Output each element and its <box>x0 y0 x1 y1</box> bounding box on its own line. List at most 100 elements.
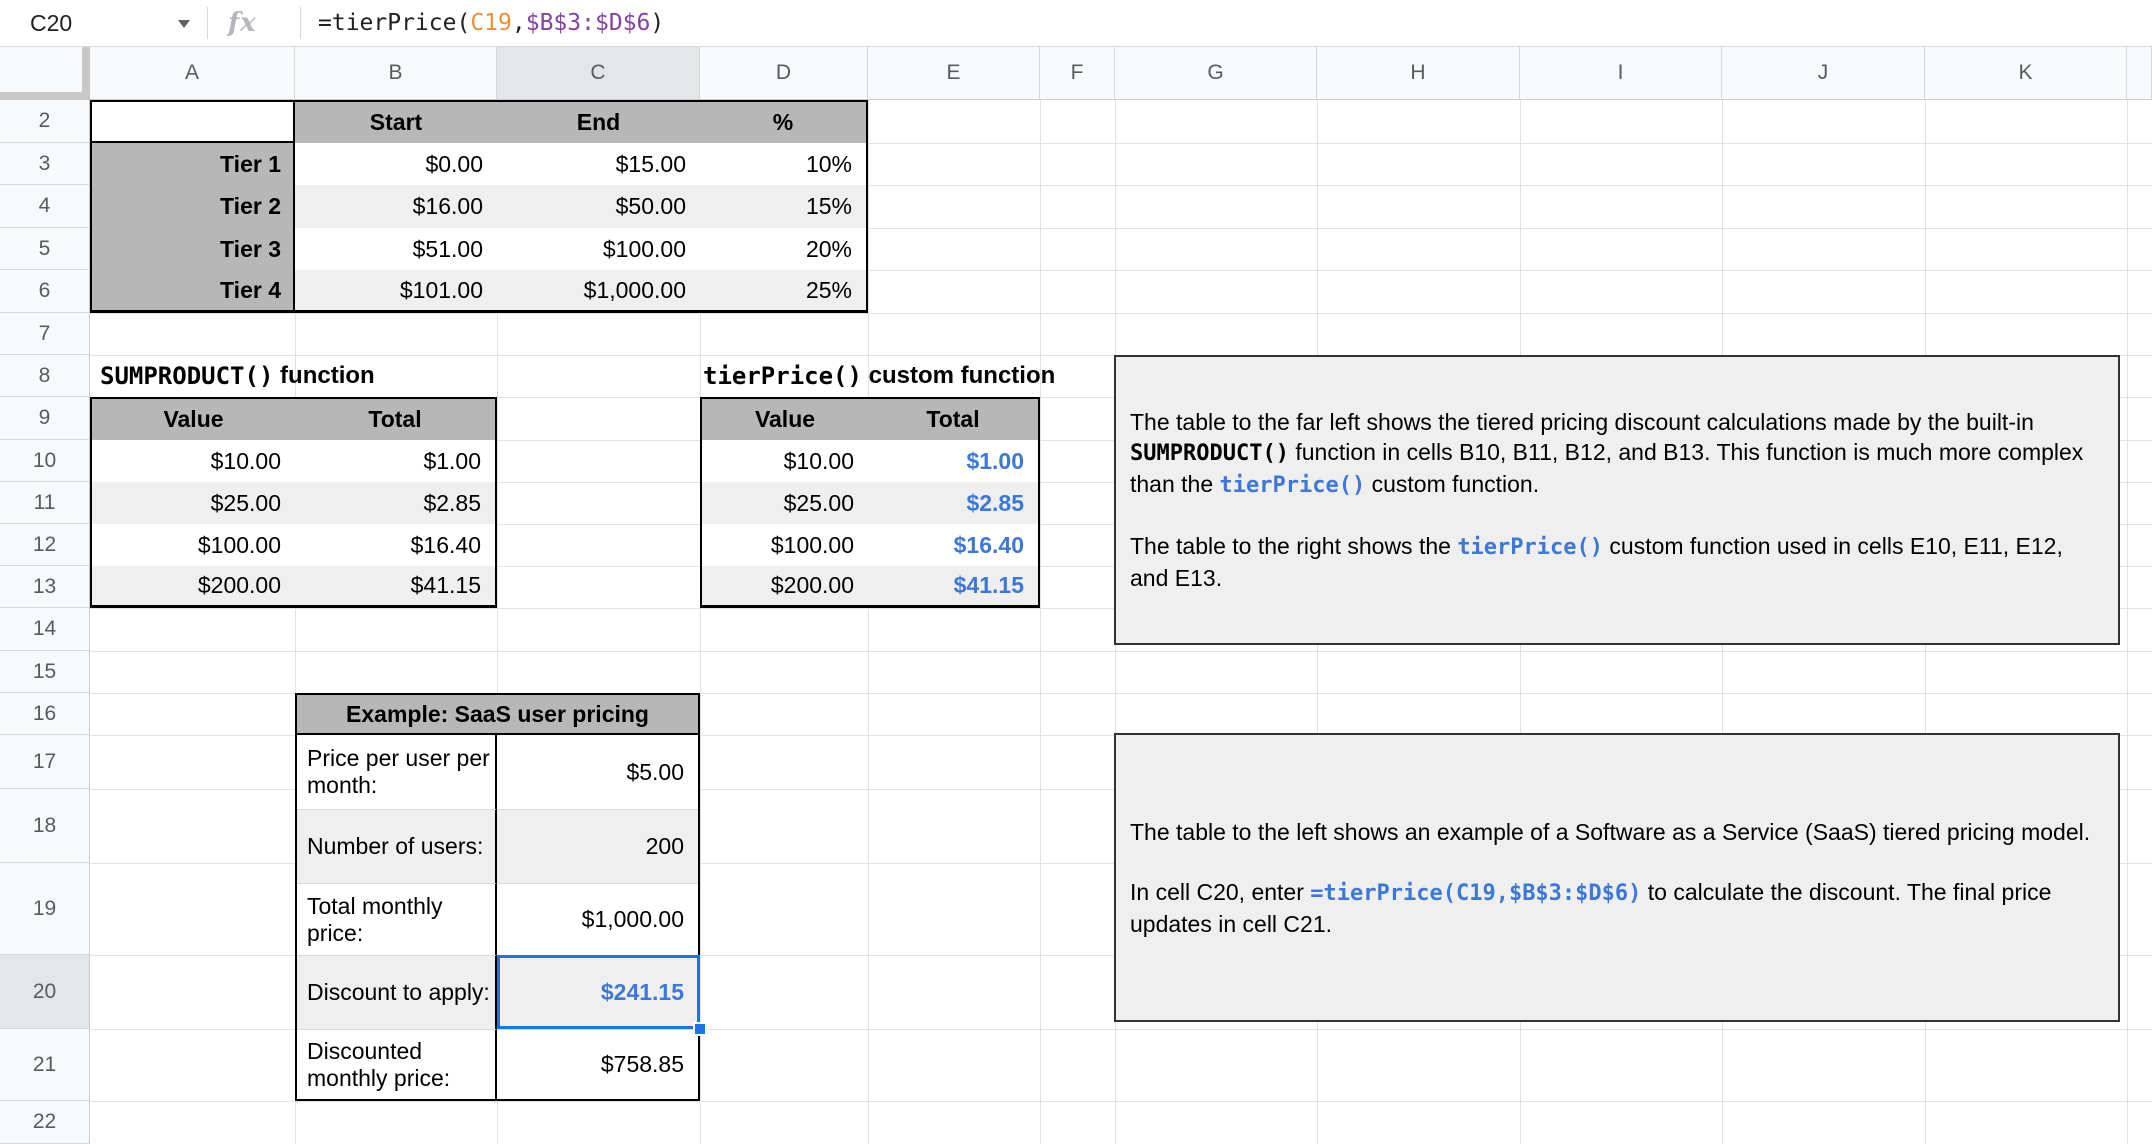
column-header-A[interactable]: A <box>90 46 295 100</box>
row-header-10[interactable]: 10 <box>0 440 90 482</box>
saas-row-value[interactable]: $758.85 <box>497 1029 698 1099</box>
selected-cell-outline[interactable] <box>497 955 700 1029</box>
row-header-2[interactable]: 2 <box>0 100 90 143</box>
sheet-grid: Start End % Tier 1 $0.00 $15.00 10% Tier… <box>0 46 2152 1144</box>
gridline <box>90 651 2152 652</box>
sp-value[interactable]: $200.00 <box>92 566 295 605</box>
tier-start-value[interactable]: $51.00 <box>295 228 497 270</box>
tier-header-end[interactable]: End <box>497 102 700 143</box>
tier-pct-value[interactable]: 20% <box>700 228 866 270</box>
tier-start-value[interactable]: $16.00 <box>295 185 497 228</box>
column-header-J[interactable]: J <box>1722 46 1925 100</box>
row-header-14[interactable]: 14 <box>0 608 90 651</box>
column-header-I[interactable]: I <box>1520 46 1722 100</box>
tp-total[interactable]: $2.85 <box>868 482 1038 524</box>
tier-end-value[interactable]: $50.00 <box>497 185 700 228</box>
tier-end-value[interactable]: $100.00 <box>497 228 700 270</box>
column-header-G[interactable]: G <box>1115 46 1317 100</box>
sumproduct-table-title[interactable]: SUMPRODUCT() function <box>100 355 375 397</box>
row-header-5[interactable]: 5 <box>0 228 90 270</box>
tier-header-start[interactable]: Start <box>295 102 497 143</box>
column-header-B[interactable]: B <box>295 46 497 100</box>
row-header-7[interactable]: 7 <box>0 313 90 355</box>
tp-value[interactable]: $25.00 <box>702 482 868 524</box>
sp-total[interactable]: $1.00 <box>295 440 495 482</box>
tier-row-label[interactable]: Tier 1 <box>92 143 295 185</box>
note-text: In cell C20, enter <box>1130 878 1311 905</box>
row-header-9[interactable]: 9 <box>0 397 90 440</box>
tier-row-label[interactable]: Tier 3 <box>92 228 295 270</box>
column-header-K[interactable]: K <box>1925 46 2127 100</box>
column-header-D[interactable]: D <box>700 46 868 100</box>
tier-pct-value[interactable]: 15% <box>700 185 866 228</box>
row-header-21[interactable]: 21 <box>0 1029 90 1101</box>
column-header-E[interactable]: E <box>868 46 1040 100</box>
col-header-value[interactable]: Value <box>92 399 295 440</box>
saas-row-label[interactable]: Discounted monthly price: <box>297 1029 497 1099</box>
gridline <box>90 270 2152 271</box>
row-header-19[interactable]: 19 <box>0 863 90 955</box>
row-header-20[interactable]: 20 <box>0 955 90 1029</box>
tier-end-value[interactable]: $15.00 <box>497 143 700 185</box>
row-header-13[interactable]: 13 <box>0 566 90 608</box>
col-header-total[interactable]: Total <box>868 399 1038 440</box>
sp-value[interactable]: $10.00 <box>92 440 295 482</box>
column-header-partial[interactable] <box>2127 46 2152 100</box>
select-all-corner[interactable] <box>0 46 90 100</box>
note-box-saas[interactable]: The table to the left shows an example o… <box>1114 733 2120 1022</box>
tp-total[interactable]: $1.00 <box>868 440 1038 482</box>
sp-value[interactable]: $25.00 <box>92 482 295 524</box>
sp-total[interactable]: $41.15 <box>295 566 495 605</box>
row-header-12[interactable]: 12 <box>0 524 90 566</box>
tp-value[interactable]: $200.00 <box>702 566 868 605</box>
row-header-6[interactable]: 6 <box>0 270 90 313</box>
saas-row-label[interactable]: Discount to apply: <box>297 955 497 1029</box>
sp-value[interactable]: $100.00 <box>92 524 295 566</box>
tp-total[interactable]: $41.15 <box>868 566 1038 605</box>
tier-end-value[interactable]: $1,000.00 <box>497 270 700 310</box>
row-header-17[interactable]: 17 <box>0 735 90 789</box>
gridline <box>868 100 869 1144</box>
row-header-22[interactable]: 22 <box>0 1101 90 1144</box>
saas-table-title[interactable]: Example: SaaS user pricing <box>297 695 698 735</box>
tier-pct-value[interactable]: 10% <box>700 143 866 185</box>
cell-A2[interactable] <box>92 102 295 143</box>
fill-handle[interactable] <box>693 1022 707 1036</box>
tier-header-pct[interactable]: % <box>700 102 866 143</box>
note-box-sumproduct[interactable]: The table to the far left shows the tier… <box>1114 355 2120 645</box>
gridline <box>90 185 2152 186</box>
saas-row-label[interactable]: Price per user per month: <box>297 735 497 809</box>
column-header-F[interactable]: F <box>1040 46 1115 100</box>
sp-total[interactable]: $16.40 <box>295 524 495 566</box>
row-header-3[interactable]: 3 <box>0 143 90 185</box>
name-box[interactable]: C20 <box>0 0 207 46</box>
tier-start-value[interactable]: $0.00 <box>295 143 497 185</box>
saas-row-label[interactable]: Number of users: <box>297 809 497 883</box>
tier-row-label[interactable]: Tier 4 <box>92 270 295 310</box>
name-box-dropdown-icon[interactable] <box>178 20 190 28</box>
tp-value[interactable]: $10.00 <box>702 440 868 482</box>
tier-start-value[interactable]: $101.00 <box>295 270 497 310</box>
formula-input[interactable]: =tierPrice(C19, $B$3:$D$6) <box>318 0 664 46</box>
saas-row-label[interactable]: Total monthly price: <box>297 883 497 955</box>
sp-total[interactable]: $2.85 <box>295 482 495 524</box>
row-header-15[interactable]: 15 <box>0 651 90 693</box>
row-header-8[interactable]: 8 <box>0 355 90 397</box>
saas-row-value[interactable]: $5.00 <box>497 735 698 809</box>
saas-row-value[interactable]: 200 <box>497 809 698 883</box>
col-header-value[interactable]: Value <box>702 399 868 440</box>
row-header-11[interactable]: 11 <box>0 482 90 524</box>
tp-total[interactable]: $16.40 <box>868 524 1038 566</box>
tierprice-table-title[interactable]: tierPrice() custom function <box>703 355 1055 397</box>
tp-value[interactable]: $100.00 <box>702 524 868 566</box>
saas-discount-cell-C20[interactable]: $241.15 <box>497 955 698 1029</box>
saas-row-value[interactable]: $1,000.00 <box>497 883 698 955</box>
column-header-C[interactable]: C <box>497 46 700 100</box>
tier-pct-value[interactable]: 25% <box>700 270 866 310</box>
row-header-16[interactable]: 16 <box>0 693 90 735</box>
col-header-total[interactable]: Total <box>295 399 495 440</box>
tier-row-label[interactable]: Tier 2 <box>92 185 295 228</box>
row-header-18[interactable]: 18 <box>0 789 90 863</box>
row-header-4[interactable]: 4 <box>0 185 90 228</box>
column-header-H[interactable]: H <box>1317 46 1520 100</box>
